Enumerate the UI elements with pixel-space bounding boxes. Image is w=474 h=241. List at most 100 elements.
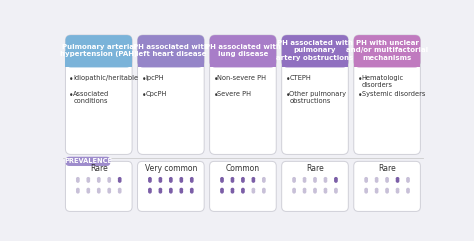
Ellipse shape [252,190,255,193]
Ellipse shape [314,180,316,182]
Ellipse shape [191,180,193,182]
Circle shape [180,178,182,180]
Ellipse shape [375,190,378,193]
Text: CpcPH: CpcPH [145,91,167,96]
Circle shape [87,178,90,180]
Circle shape [108,188,110,191]
Circle shape [170,188,172,191]
Ellipse shape [293,190,295,193]
Bar [65,51,132,67]
Ellipse shape [324,190,327,193]
Text: IpcPH: IpcPH [145,75,164,81]
Circle shape [191,188,193,191]
Ellipse shape [396,190,399,193]
Ellipse shape [191,190,193,193]
Ellipse shape [396,180,399,182]
Circle shape [252,178,255,180]
Circle shape [324,188,327,191]
Text: •: • [141,91,146,100]
FancyBboxPatch shape [210,35,276,67]
Circle shape [149,178,151,180]
FancyBboxPatch shape [282,35,348,67]
FancyBboxPatch shape [210,161,276,211]
Ellipse shape [108,190,110,193]
Ellipse shape [335,190,337,193]
Ellipse shape [118,180,121,182]
Ellipse shape [159,180,162,182]
FancyBboxPatch shape [210,35,276,154]
Circle shape [77,188,79,191]
Ellipse shape [108,180,110,182]
Text: Hematologic
disorders: Hematologic disorders [362,75,404,88]
Circle shape [98,188,100,191]
Bar [210,51,276,67]
Circle shape [396,178,399,180]
Text: •: • [357,75,362,84]
Text: PH associated with
pulmonary
artery obstructions: PH associated with pulmonary artery obst… [276,40,354,61]
Circle shape [396,188,399,191]
Ellipse shape [407,180,409,182]
Ellipse shape [375,180,378,182]
FancyBboxPatch shape [65,161,132,211]
Text: Rare: Rare [90,164,108,173]
Ellipse shape [231,180,234,182]
Text: Other pulmonary
obstructions: Other pulmonary obstructions [290,91,346,104]
Text: Pulmonary arterial
hypertension (PAH): Pulmonary arterial hypertension (PAH) [60,44,137,57]
Circle shape [314,178,316,180]
Circle shape [242,178,244,180]
Ellipse shape [293,180,295,182]
Circle shape [159,178,162,180]
Circle shape [407,188,409,191]
Circle shape [221,178,223,180]
Text: CTEPH: CTEPH [290,75,311,81]
Text: PH associated with
lung disease: PH associated with lung disease [205,44,281,57]
Ellipse shape [149,180,151,182]
Circle shape [375,178,378,180]
Ellipse shape [87,180,90,182]
Bar [282,51,348,67]
Text: PH associated with
left heart disease: PH associated with left heart disease [133,44,209,57]
Ellipse shape [252,180,255,182]
Ellipse shape [180,180,182,182]
Circle shape [303,188,306,191]
Ellipse shape [221,190,223,193]
Ellipse shape [407,190,409,193]
FancyBboxPatch shape [137,35,204,67]
Ellipse shape [221,180,223,182]
Text: •: • [69,91,74,100]
Ellipse shape [324,180,327,182]
FancyBboxPatch shape [65,157,110,166]
Text: •: • [213,75,218,84]
Ellipse shape [149,190,151,193]
Circle shape [293,188,295,191]
Text: Common: Common [226,164,260,173]
Text: PH with unclear
and/or multifactorial
mechanisms: PH with unclear and/or multifactorial me… [346,40,428,61]
Text: Severe PH: Severe PH [218,91,251,96]
Ellipse shape [180,190,182,193]
Circle shape [191,178,193,180]
Ellipse shape [118,190,121,193]
Text: PREVALENCE: PREVALENCE [64,158,112,164]
Circle shape [159,188,162,191]
Circle shape [221,188,223,191]
Text: Systemic disorders: Systemic disorders [362,91,425,96]
Circle shape [293,178,295,180]
Text: Associated
conditions: Associated conditions [73,91,109,104]
FancyBboxPatch shape [354,35,420,154]
FancyBboxPatch shape [65,35,132,154]
Circle shape [118,188,121,191]
Ellipse shape [87,190,90,193]
FancyBboxPatch shape [282,35,348,154]
Ellipse shape [98,180,100,182]
Ellipse shape [314,190,316,193]
Text: Very common: Very common [145,164,197,173]
Ellipse shape [386,180,388,182]
Circle shape [118,178,121,180]
Text: Idiopathic/heritable: Idiopathic/heritable [73,75,138,81]
Ellipse shape [77,190,79,193]
Circle shape [375,188,378,191]
Text: •: • [285,91,290,100]
Circle shape [386,178,388,180]
FancyBboxPatch shape [282,161,348,211]
Ellipse shape [98,190,100,193]
